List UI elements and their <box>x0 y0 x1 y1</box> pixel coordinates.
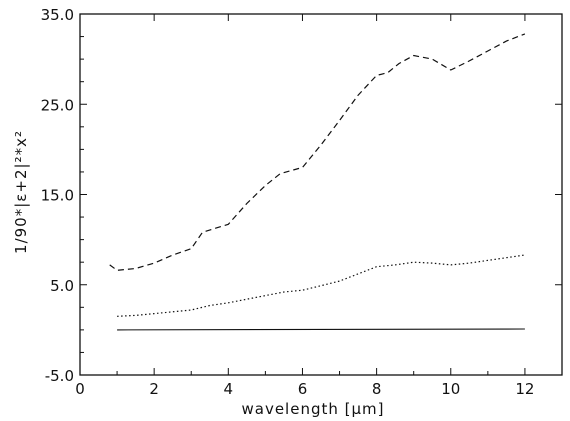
x-tick-label: 10 <box>441 380 460 398</box>
y-tick-label: 5.0 <box>50 277 74 295</box>
x-tick-label: 4 <box>224 380 234 398</box>
x-tick-label: 0 <box>75 380 85 398</box>
tick-layer: 0 2 4 6 8 10 12 -5.0 5.0 15.0 25.0 35.0 <box>41 6 562 398</box>
x-axis-title: wavelength [μm] <box>241 400 384 418</box>
series-layer <box>109 33 526 331</box>
x-tick-label: 6 <box>298 380 308 398</box>
y-tick-label: 25.0 <box>41 96 74 114</box>
y-axis-title: 1/90*|ε+2|²*x² <box>12 130 30 254</box>
series-line-dotted <box>117 254 525 317</box>
y-tick-label: 35.0 <box>41 6 74 24</box>
series-line-solid <box>117 328 525 331</box>
y-tick-label: -5.0 <box>45 367 74 385</box>
y-tick-label: 15.0 <box>41 187 74 205</box>
x-tick-label: 12 <box>515 380 534 398</box>
plot-frame <box>79 13 563 376</box>
x-tick-label: 8 <box>372 380 382 398</box>
x-tick-label: 2 <box>149 380 159 398</box>
series-line-dashed <box>109 33 526 271</box>
